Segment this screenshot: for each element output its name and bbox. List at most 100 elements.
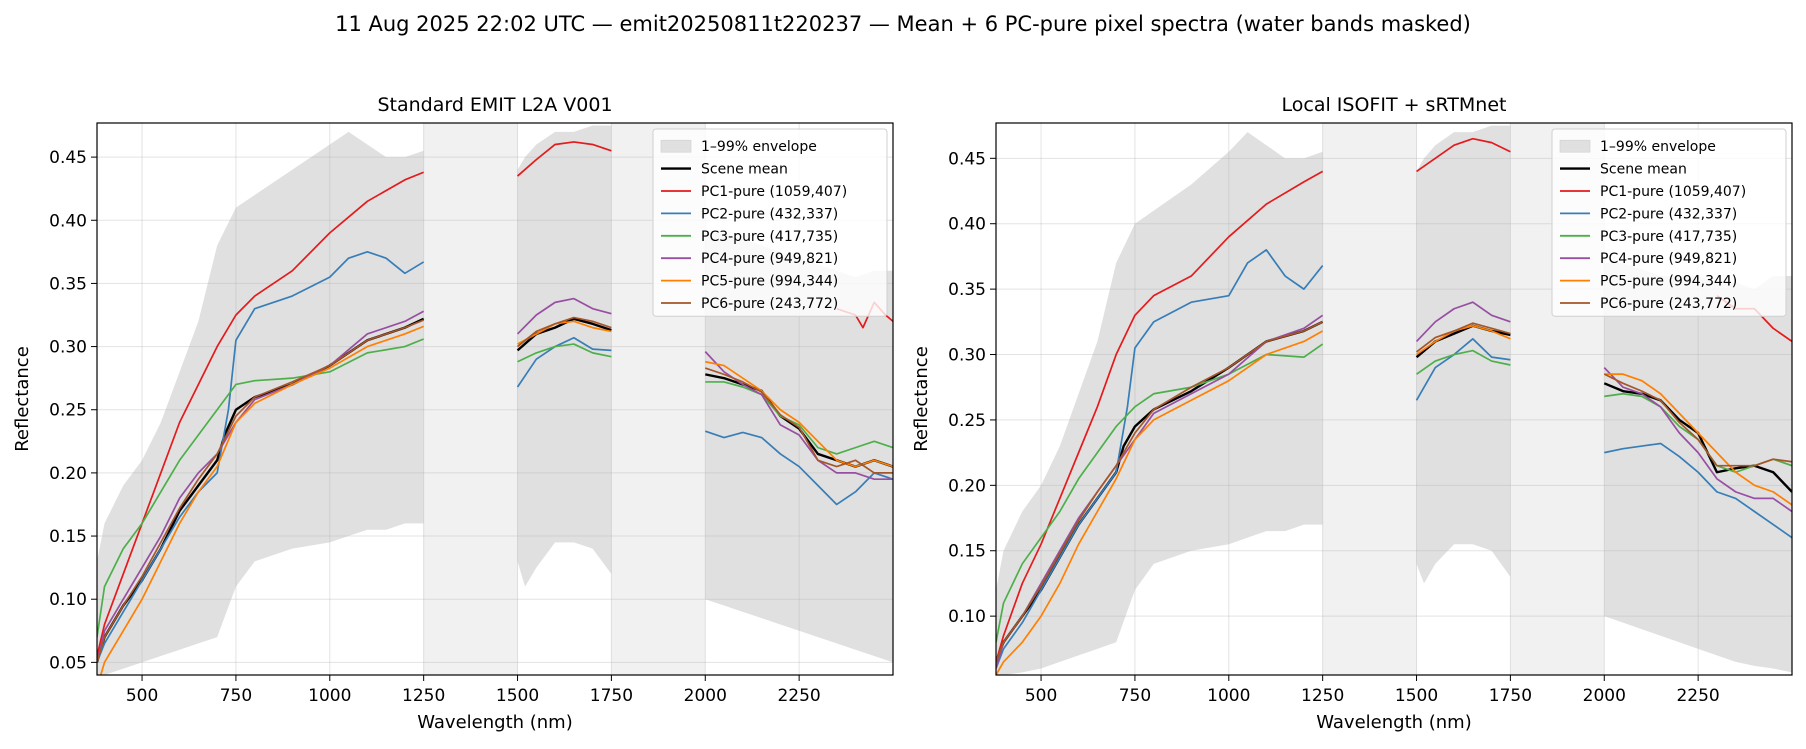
series-line-pc6-1 [97,319,424,663]
legend-frame [1551,128,1787,317]
series-line-pc2-2 [516,336,612,388]
x-tick-label-750: 750 [220,686,252,706]
legend-entry: PC4-pure (949,821) [701,251,838,267]
legend-entry: PC1-pure (1059,407) [701,184,847,200]
legend: 1–99% envelope Scene mean PC1-pure (1059,4… [652,128,888,317]
y-axis-label: Reflectance [911,346,932,452]
series-line-pc2-1 [97,250,425,663]
x-tick-label-1000: 1000 [1207,686,1250,706]
x-tick-label-500: 500 [1025,686,1057,706]
masked-band-1 [1322,123,1417,675]
series-line-pc5-2 [1416,324,1511,356]
y-tick-label-0.25: 0.25 [948,411,986,431]
series-line-pc3-1 [996,343,1324,643]
panel-title: Local ISOFIT + sRTMnet [1282,94,1507,116]
series-line-pc5-1 [996,330,1324,675]
x-tick-label-750: 750 [1119,686,1151,706]
y-tick-label-0.10: 0.10 [948,607,986,627]
series-line-pc5-2 [517,320,612,345]
series-line-pc1-2 [1416,137,1511,173]
envelope-region-2 [517,125,612,587]
figure-title: 11 Aug 2025 22:02 UTC — emit20250811t220… [335,12,1471,36]
plot-area [996,123,1792,675]
x-axis-label: Wavelength (nm) [417,712,573,733]
legend-entry: PC5-pure (994,344) [1600,274,1737,290]
x-axis-label: Wavelength (nm) [1316,712,1472,733]
legend-entry: PC3-pure (417,735) [1600,229,1737,245]
series-line-pc5-1 [99,325,424,675]
legend-frame [652,128,888,317]
y-tick-label-0.30: 0.30 [948,346,986,366]
envelope-region-3 [705,232,893,663]
x-tick-label-1500: 1500 [1395,686,1438,706]
legend-entry: PC6-pure (243,772) [701,296,838,312]
y-tick-label-0.20: 0.20 [49,464,87,484]
y-tick-label-0.40: 0.40 [49,211,87,231]
y-tick-label-0.40: 0.40 [948,215,986,235]
axes-frame [995,122,1793,676]
legend-swatch-envelope [660,139,692,153]
legend-entry: PC4-pure (949,821) [1600,251,1737,267]
series-line-pc6-1 [996,321,1324,663]
series-line-pc4-2 [516,297,612,335]
legend-entry: PC2-pure (432,337) [701,206,838,222]
series-line-pc4-3 [1603,367,1792,513]
series-line-pc6-2 [516,316,612,348]
series-line-pc1-1 [97,171,424,657]
series-line-pc1-2 [516,141,612,177]
y-tick-label-0.45: 0.45 [948,149,986,169]
x-tick-label-500: 500 [126,686,158,706]
series-line-pc2-2 [1415,337,1511,401]
x-tick-label-2250: 2250 [777,686,820,706]
y-tick-label-0.35: 0.35 [948,280,986,300]
series-line-pc6-2 [1416,322,1511,353]
y-tick-label-0.30: 0.30 [49,338,87,358]
masked-band-1 [423,123,518,675]
legend-entry: PC6-pure (243,772) [1600,296,1737,312]
series-line-pc3-2 [1416,349,1511,375]
y-tick-label-0.20: 0.20 [948,476,986,496]
series-line-pc2-1 [996,249,1324,669]
chart-panel-1: 500 750 1000 1250 1500 1750 2000 2250 0.05 0.10 0.… [12,94,894,733]
series-line-pc6-3 [1603,373,1792,467]
envelope-region-1 [97,131,424,675]
y-axis-label: Reflectance [12,346,33,452]
legend-entry: PC3-pure (417,735) [701,229,838,245]
legend-entry: Scene mean [1600,162,1687,178]
series-line-pc1-1 [996,170,1324,663]
legend-entry: PC2-pure (432,337) [1600,206,1737,222]
y-tick-label-0.25: 0.25 [49,401,87,421]
y-tick-label-0.15: 0.15 [49,527,87,547]
x-tick-label-1000: 1000 [308,686,351,706]
panel-title: Standard EMIT L2A V001 [377,94,612,116]
legend-entry: PC1-pure (1059,407) [1600,184,1746,200]
series-line-pc6-3 [704,367,893,474]
legend-entry: 1–99% envelope [701,139,817,155]
series-line-pc2-3 [1604,442,1792,539]
x-tick-label-1750: 1750 [1489,686,1532,706]
series-line-pc4-2 [1415,301,1511,343]
series-line-pc3-2 [517,343,612,363]
legend: 1–99% envelope Scene mean PC1-pure (1059,4… [1551,128,1787,317]
x-tick-label-2000: 2000 [684,686,727,706]
y-tick-label-0.45: 0.45 [49,148,87,168]
series-line-pc3-3 [705,381,893,455]
y-tick-label-0.10: 0.10 [49,590,87,610]
x-tick-label-1250: 1250 [402,686,445,706]
x-tick-label-2000: 2000 [1583,686,1626,706]
x-tick-label-1500: 1500 [496,686,539,706]
envelope-region-3 [1604,262,1792,673]
series-line-pc2-3 [704,430,893,506]
legend-entry: 1–99% envelope [1600,139,1716,155]
envelope-region-2 [1416,125,1511,584]
x-tick-label-1750: 1750 [590,686,633,706]
series-line-pc5-3 [1604,373,1792,506]
axes-frame [96,122,894,676]
envelope-region-1 [996,132,1323,675]
legend-entry: PC5-pure (994,344) [701,274,838,290]
legend-swatch-envelope [1559,139,1591,153]
y-tick-label-0.35: 0.35 [49,274,87,294]
legend-entry: Scene mean [701,162,788,178]
